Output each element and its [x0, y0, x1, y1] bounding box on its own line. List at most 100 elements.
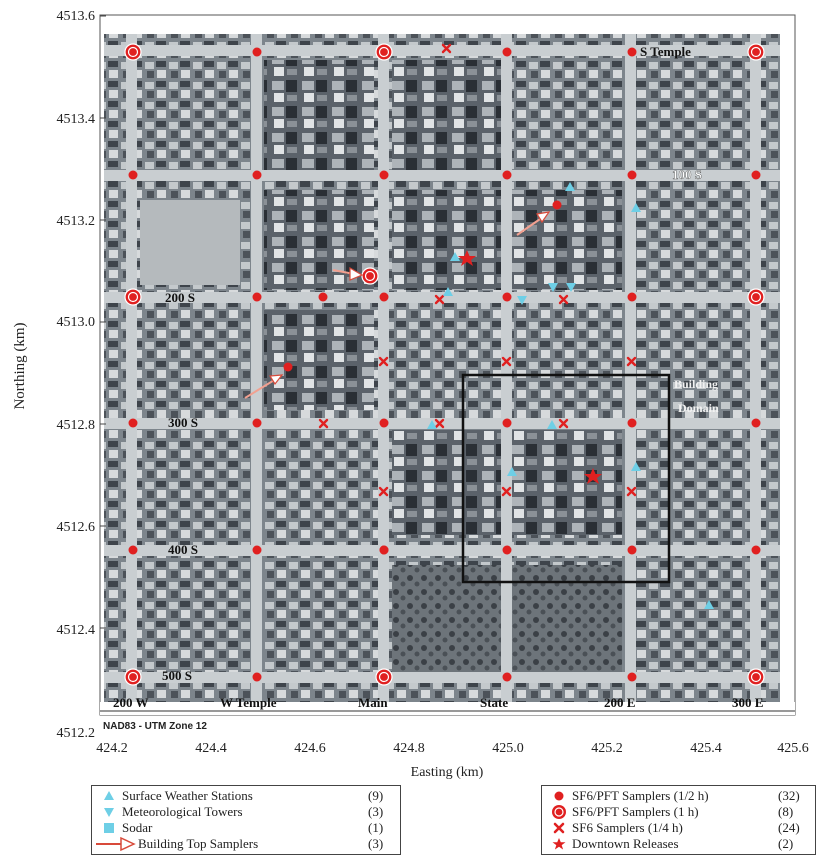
sampler-cross: [378, 486, 389, 497]
y-axis-label: Northing (km): [12, 322, 28, 409]
legend-item: Meteorological Towers (3): [92, 804, 400, 820]
x-tick-label: 425.2: [591, 741, 623, 756]
legend-label: Downtown Releases: [572, 836, 679, 851]
sampler-ring: [747, 668, 765, 686]
sampler-dot: [751, 545, 761, 555]
x-tick-label: 424.2: [96, 741, 128, 756]
sampler-cross: [378, 356, 389, 367]
legend-item: Sodar (1): [92, 820, 400, 836]
sampler-dot: [502, 672, 512, 682]
sampler-dot: [502, 418, 512, 428]
legend-label: SF6/PFT Samplers (1/2 h): [572, 788, 709, 803]
y-tick-label: 4512.8: [57, 418, 96, 433]
x-tick-label: 425.4: [690, 741, 722, 756]
building-top-arrow: [516, 211, 551, 236]
sampler-ring: [375, 668, 393, 686]
legend-count: (24): [778, 820, 800, 835]
sampler-cross: [318, 418, 329, 429]
release-star: [458, 250, 476, 266]
sampler-ring: [747, 43, 765, 61]
red-cross-icon: [553, 822, 565, 834]
sampler-dot: [379, 545, 389, 555]
x-tick-label: 424.8: [393, 741, 425, 756]
legend-count: (3): [368, 836, 384, 851]
street-label-main: Main: [358, 695, 388, 710]
legend-count: (32): [778, 788, 800, 803]
sampler-cross: [441, 43, 452, 54]
met-tower: [566, 283, 576, 292]
building-domain-label-2: Domain: [678, 401, 719, 415]
sampler-dot: [128, 545, 138, 555]
street-label-200w: 200 W: [113, 695, 149, 710]
weather-station: [450, 252, 460, 261]
square-icon: [104, 823, 114, 833]
sampler-dot: [379, 418, 389, 428]
street-label-200s: 200 S: [165, 290, 195, 305]
projection-note: NAD83 - UTM Zone 12: [103, 721, 207, 732]
triangle-up-icon: [104, 791, 114, 800]
sampler-cross: [501, 356, 512, 367]
legend-count: (1): [368, 820, 384, 835]
sampler-dot: [128, 170, 138, 180]
sampler-dot: [627, 292, 637, 302]
sampler-cross: [501, 486, 512, 497]
sampler-cross: [626, 486, 637, 497]
building-top-arrow: [244, 374, 284, 399]
sampler-dot: [502, 170, 512, 180]
legend-count: (2): [778, 836, 794, 851]
legend-item: Downtown Releases (2): [542, 836, 815, 852]
street-label-400s: 400 S: [168, 542, 198, 557]
legend-left: Surface Weather Stations (9) Meteorologi…: [91, 785, 401, 855]
legend-right: SF6/PFT Samplers (1/2 h) (32) SF6/PFT Sa…: [541, 785, 816, 855]
legend-count: (8): [778, 804, 794, 819]
sampler-dot: [252, 418, 262, 428]
red-ring-icon: [552, 805, 566, 819]
sampler-dot: [252, 672, 262, 682]
sampler-dot: [379, 292, 389, 302]
legend-label: Meteorological Towers: [122, 804, 243, 819]
sampler-ring: [375, 43, 393, 61]
y-tick-label: 4513.0: [57, 315, 96, 330]
sampler-ring: [747, 288, 765, 306]
sampler-dot: [552, 200, 562, 210]
sampler-dot: [502, 545, 512, 555]
sampler-dot: [502, 292, 512, 302]
sampler-cross: [558, 418, 569, 429]
legend-item: Surface Weather Stations (9): [92, 788, 400, 804]
weather-station: [631, 462, 641, 471]
weather-station: [547, 420, 557, 429]
marker-layer: [124, 43, 765, 686]
legend-count: (9): [368, 788, 384, 803]
sampler-dot: [751, 170, 761, 180]
legend-label: Sodar: [122, 820, 153, 835]
street-label-100s: 100 S: [672, 167, 702, 182]
sampler-dot: [627, 170, 637, 180]
sampler-cross: [434, 418, 445, 429]
legend-label: SF6 Samplers (1/4 h): [572, 820, 683, 835]
sampler-dot: [252, 170, 262, 180]
legend-label: Surface Weather Stations: [122, 788, 253, 803]
legend-label: Building Top Samplers: [138, 836, 259, 851]
y-tick-label: 4513.4: [57, 112, 96, 127]
sampler-dot: [379, 170, 389, 180]
x-tick-label: 425.0: [492, 741, 524, 756]
legend-item: SF6/PFT Samplers (1 h) (8): [542, 804, 815, 820]
legend-item: Building Top Samplers (3): [92, 836, 400, 852]
y-tick-label: 4512.6: [57, 520, 96, 535]
weather-station: [631, 203, 641, 212]
weather-station: [507, 467, 517, 476]
red-star-icon: [552, 838, 566, 850]
sampler-dot: [751, 418, 761, 428]
x-tick-label: 424.6: [294, 741, 326, 756]
sampler-cross: [434, 294, 445, 305]
sampler-dot: [283, 362, 293, 372]
street-label-state: State: [480, 695, 508, 710]
sampler-dot: [502, 47, 512, 57]
sampler-dot: [252, 545, 262, 555]
sampler-dot: [128, 418, 138, 428]
met-tower: [548, 283, 558, 292]
sampler-dot: [627, 47, 637, 57]
sampler-dot: [318, 292, 328, 302]
sampler-ring: [124, 43, 142, 61]
